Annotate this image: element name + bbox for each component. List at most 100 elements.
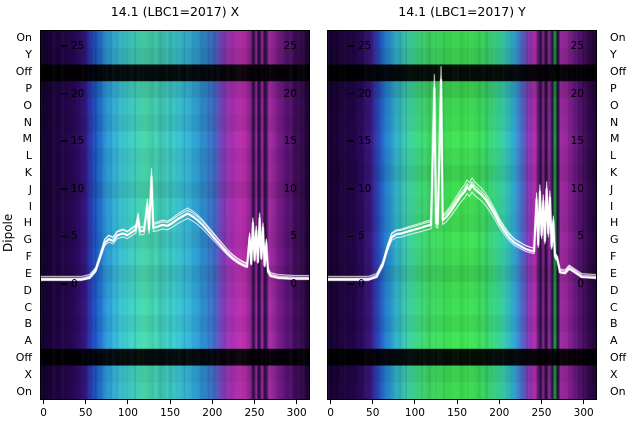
dipole-row-label-right-3: P xyxy=(610,81,617,95)
xtick-label: 50 xyxy=(79,407,93,419)
overlay-ytick-label-left: 25 xyxy=(71,40,85,52)
dipole-row-label-left-12: G xyxy=(23,233,32,247)
overlay-ytick-mark-left xyxy=(348,140,354,142)
xtick-label: 200 xyxy=(202,407,223,419)
dipole-row-label-right-21: On xyxy=(610,384,626,398)
dipole-row-label-left-17: B xyxy=(24,317,32,331)
dipole-row-label-left-1: Y xyxy=(25,48,32,62)
overlay-ytick-label-left: 20 xyxy=(71,87,85,100)
panel-y-plot: 0 0 5 5 10 10 15 15 20 20 25 25 0 50 100 150 200 250 300 xyxy=(327,30,597,419)
dipole-row-label-left-21: On xyxy=(16,384,32,398)
overlay-ytick-mark-left xyxy=(61,92,67,95)
dipole-row-label-right-2: Off xyxy=(610,65,627,79)
overlay-ytick-mark-left xyxy=(348,235,354,238)
dipole-row-label-left-10: I xyxy=(28,199,32,213)
xtick-mark xyxy=(85,400,87,404)
overlay-ytick-label-left: 15 xyxy=(71,135,85,148)
dipole-row-label-left-3: P xyxy=(25,81,32,95)
xtick-label: 50 xyxy=(366,407,380,419)
dipole-row-label-left-2: Off xyxy=(15,65,32,79)
dipole-row-label-left-18: A xyxy=(24,334,32,348)
overlay-ytick-label-left: 5 xyxy=(71,230,78,243)
dipole-row-label-right-10: I xyxy=(610,199,614,213)
dipole-row-label-left-15: D xyxy=(23,283,32,297)
overlay-ytick-mark-left xyxy=(61,45,67,47)
dipole-row-label-right-18: A xyxy=(610,334,618,348)
dipole-row-label-left-4: O xyxy=(23,98,32,112)
overlay-ytick-label-right: 10 xyxy=(283,182,297,195)
dipole-row-label-right-9: J xyxy=(610,182,614,196)
overlay-ytick-label-right: 25 xyxy=(570,40,584,52)
overlay-ytick-mark-left xyxy=(348,283,354,285)
overlay-ytick-label-left: 10 xyxy=(358,182,372,195)
xtick-mark xyxy=(43,400,45,404)
dipole-row-label-right-19: Off xyxy=(610,350,627,364)
overlay-ytick-label-left: 0 xyxy=(71,278,78,290)
dipole-row-label-right-15: D xyxy=(610,283,619,297)
panel-x-title: 14.1 (LBC1=2017) X xyxy=(110,4,240,19)
overlay-ytick-mark-left xyxy=(61,188,67,190)
xtick-mark xyxy=(414,400,416,404)
dipole-row-label-left-6: M xyxy=(22,132,33,146)
dipole-row-label-left-9: J xyxy=(28,182,32,196)
dipole-row-label-left-8: K xyxy=(24,165,32,179)
heatmap-canvas-y xyxy=(328,31,596,399)
xtick-label: 250 xyxy=(531,407,552,419)
dipole-row-label-left-0: On xyxy=(16,31,32,45)
dipole-row-labels-left: On Y Off P O N M L K J I H G F E D C B A Off X On xyxy=(6,0,32,440)
overlay-ytick-label-left: 0 xyxy=(358,278,365,290)
overlay-ytick-label-right: 15 xyxy=(570,135,584,148)
xtick-mark xyxy=(372,400,374,404)
panel-x-plot: 0 0 5 5 10 10 15 15 20 20 25 25 0 50 100 150 200 250 300 xyxy=(40,30,310,419)
heatmap-canvas-x xyxy=(41,31,309,399)
dipole-row-label-right-7: L xyxy=(610,149,617,163)
dipole-row-label-right-20: X xyxy=(610,367,618,381)
xtick-mark xyxy=(296,400,298,404)
dipole-row-label-right-16: C xyxy=(610,300,618,314)
panel-y-title: 14.1 (LBC1=2017) Y xyxy=(398,4,526,19)
xtick-label: 150 xyxy=(160,407,181,419)
overlay-ytick-label-right: 0 xyxy=(577,278,584,290)
overlay-ytick-label-right: 0 xyxy=(290,278,297,290)
xtick-label: 150 xyxy=(447,407,468,419)
xtick-label: 0 xyxy=(40,407,47,419)
overlay-ytick-mark-left xyxy=(348,92,354,95)
overlay-ytick-mark-left xyxy=(61,140,67,142)
overlay-ytick-label-right: 25 xyxy=(283,40,297,52)
xtick-label: 300 xyxy=(573,407,594,419)
overlay-ytick-mark-left xyxy=(348,45,354,47)
dipole-row-labels-right: On Y Off P O N M L K J I H G F E D C B A Off X On xyxy=(610,0,638,440)
dipole-row-label-right-5: N xyxy=(610,115,619,129)
dipole-row-label-right-6: M xyxy=(610,132,620,146)
dipole-row-label-right-4: O xyxy=(610,98,619,112)
dipole-row-label-right-14: E xyxy=(610,266,617,280)
dipole-row-label-left-13: F xyxy=(25,250,32,264)
dipole-row-label-left-19: Off xyxy=(15,350,32,364)
xtick-mark xyxy=(330,400,332,404)
overlay-ytick-label-left: 15 xyxy=(358,135,372,148)
dipole-row-label-right-11: H xyxy=(610,216,619,230)
overlay-ytick-label-right: 20 xyxy=(570,87,584,100)
overlay-ytick-label-left: 10 xyxy=(71,182,85,195)
xtick-mark xyxy=(583,400,585,404)
xtick-mark xyxy=(169,400,171,404)
overlay-ytick-label-right: 15 xyxy=(283,135,297,148)
dipole-row-label-right-8: K xyxy=(610,165,618,179)
dipole-row-label-left-20: X xyxy=(24,367,32,381)
overlay-ytick-label-right: 20 xyxy=(283,87,297,100)
xtick-label: 300 xyxy=(286,407,307,419)
overlay-ytick-label-right: 5 xyxy=(290,230,297,243)
overlay-ytick-label-right: 5 xyxy=(577,230,584,243)
xtick-mark xyxy=(498,400,500,404)
dipole-row-label-right-1: Y xyxy=(610,48,617,62)
dipole-row-label-right-13: F xyxy=(610,250,617,264)
dipole-row-label-right-0: On xyxy=(610,31,626,45)
overlay-ytick-label-right: 10 xyxy=(570,182,584,195)
xtick-mark xyxy=(253,400,255,404)
dipole-row-label-right-12: G xyxy=(610,233,619,247)
dipole-row-label-left-7: L xyxy=(25,149,32,163)
xtick-mark xyxy=(456,400,458,404)
xtick-label: 200 xyxy=(489,407,510,419)
xtick-label: 100 xyxy=(404,407,425,419)
